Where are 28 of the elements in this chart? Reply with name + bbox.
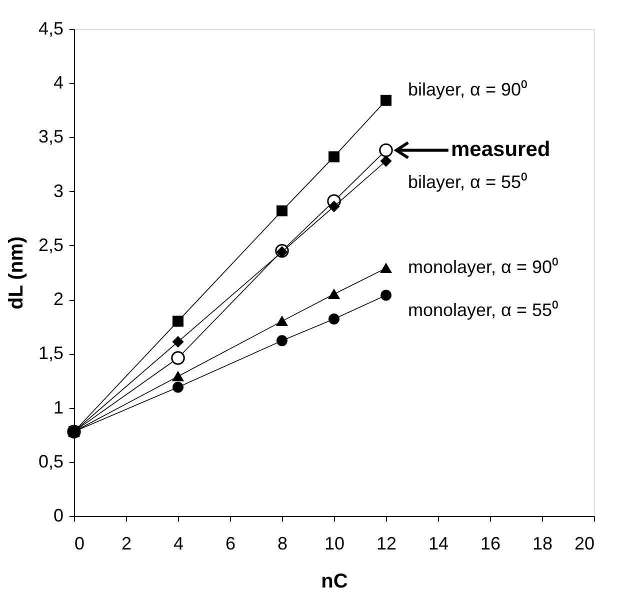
series-label: monolayer, α = 55⁰ <box>408 300 558 320</box>
x-axis-title: nC <box>321 570 348 592</box>
x-tick-label: 20 <box>574 534 594 554</box>
x-tick-label: 14 <box>428 534 449 554</box>
x-tick-label: 10 <box>324 534 345 554</box>
series-label: bilayer, α = 90⁰ <box>408 79 527 100</box>
legend-label: bilayer, α = 55⁰ <box>408 172 527 192</box>
y-tick-label: 3,5 <box>38 126 64 147</box>
y-tick-label: 4,5 <box>38 18 64 38</box>
x-tick-label: 2 <box>121 534 132 554</box>
y-tick-label: 1 <box>53 397 64 418</box>
x-tick-label: 0 <box>74 534 85 554</box>
x-tick-label: 12 <box>376 534 397 554</box>
y-axis-title: dL (nm) <box>5 236 28 310</box>
y-tick-label: 2,5 <box>38 234 64 255</box>
series-label: monolayer, α = 90⁰ <box>408 257 558 278</box>
x-tick-label: 4 <box>173 534 184 554</box>
y-tick-label: 2 <box>53 289 64 310</box>
y-tick-label: 0,5 <box>38 451 64 472</box>
y-tick-label: 3 <box>53 180 64 201</box>
x-tick-label: 6 <box>225 534 236 554</box>
y-tick-label: 4 <box>53 72 64 93</box>
annotation: measured <box>451 138 550 162</box>
y-tick-label: 1,5 <box>38 343 64 364</box>
y-tick-label: 0 <box>53 506 64 526</box>
x-tick-label: 8 <box>277 534 288 554</box>
x-tick-label: 18 <box>532 534 553 554</box>
x-tick-label: 16 <box>480 534 501 554</box>
